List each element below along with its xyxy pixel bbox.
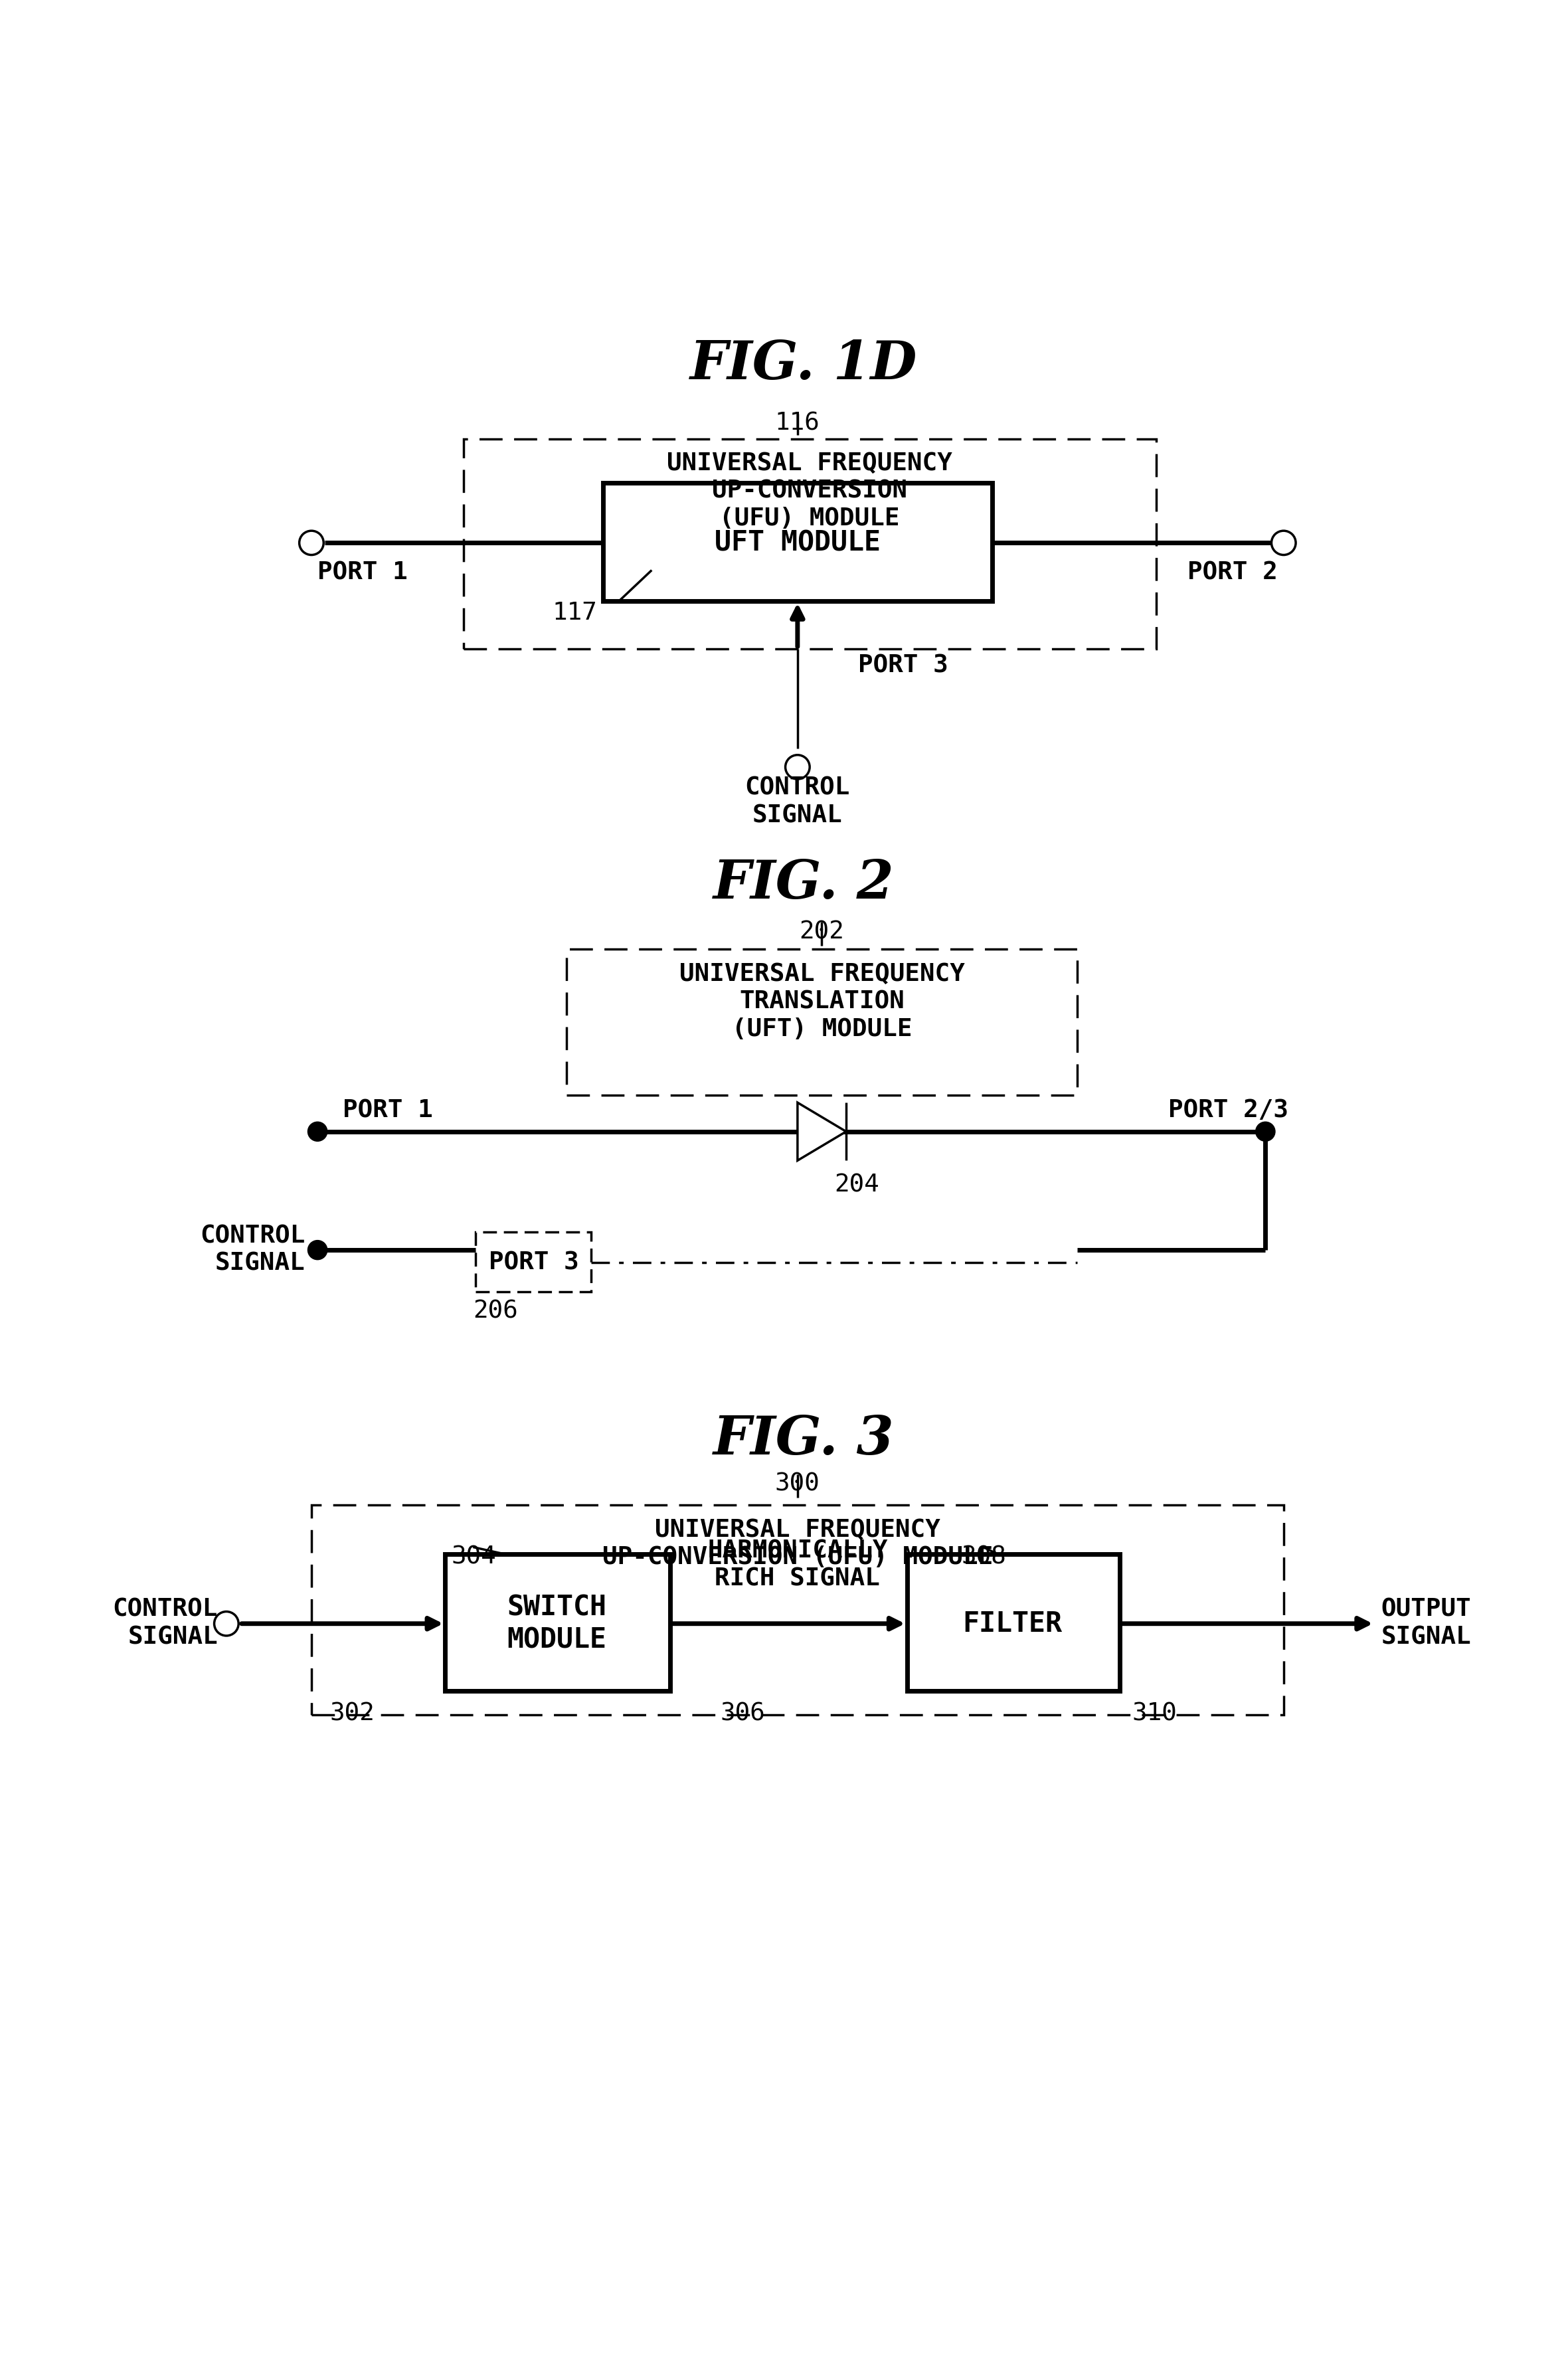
Text: PORT 1: PORT 1 xyxy=(317,561,408,585)
Text: UNIVERSAL FREQUENCY
UP-CONVERSION (UFU) MODULE: UNIVERSAL FREQUENCY UP-CONVERSION (UFU) … xyxy=(602,1517,993,1569)
Bar xyxy=(312,1505,1284,1714)
Text: 204: 204 xyxy=(834,1174,880,1198)
Text: 300: 300 xyxy=(775,1472,820,1496)
Ellipse shape xyxy=(215,1612,238,1636)
Text: HARMONICALLY
RICH SIGNAL: HARMONICALLY RICH SIGNAL xyxy=(707,1539,887,1591)
Text: PORT 2/3: PORT 2/3 xyxy=(1168,1098,1289,1122)
Text: 206: 206 xyxy=(474,1299,517,1323)
Bar xyxy=(464,438,1156,649)
Ellipse shape xyxy=(307,1240,328,1259)
Text: FIG. 2: FIG. 2 xyxy=(713,859,894,909)
Ellipse shape xyxy=(1272,530,1295,554)
Text: 116: 116 xyxy=(775,412,820,436)
Text: CONTROL
SIGNAL: CONTROL SIGNAL xyxy=(745,776,850,828)
Polygon shape xyxy=(798,1103,847,1160)
Text: FIG. 1D: FIG. 1D xyxy=(690,338,917,391)
Text: 308: 308 xyxy=(961,1546,1007,1569)
Bar xyxy=(475,1231,591,1292)
Text: PORT 3: PORT 3 xyxy=(489,1250,579,1276)
Text: UNIVERSAL FREQUENCY
UP-CONVERSION
(UFU) MODULE: UNIVERSAL FREQUENCY UP-CONVERSION (UFU) … xyxy=(666,452,952,530)
Bar xyxy=(604,483,993,601)
Text: SWITCH
MODULE: SWITCH MODULE xyxy=(506,1593,607,1655)
Text: PORT 2: PORT 2 xyxy=(1187,561,1278,585)
Text: 310: 310 xyxy=(1132,1702,1176,1726)
Text: FILTER: FILTER xyxy=(963,1610,1063,1638)
Text: UNIVERSAL FREQUENCY
TRANSLATION
(UFT) MODULE: UNIVERSAL FREQUENCY TRANSLATION (UFT) MO… xyxy=(679,961,964,1041)
Text: UFT MODULE: UFT MODULE xyxy=(715,528,881,556)
Ellipse shape xyxy=(786,755,809,779)
Text: 304: 304 xyxy=(452,1546,495,1569)
Ellipse shape xyxy=(1256,1122,1275,1141)
Text: OUTPUT
SIGNAL: OUTPUT SIGNAL xyxy=(1381,1598,1471,1650)
Text: 202: 202 xyxy=(800,921,844,944)
Text: CONTROL
SIGNAL: CONTROL SIGNAL xyxy=(201,1224,306,1276)
Text: 117: 117 xyxy=(552,601,597,625)
Text: CONTROL
SIGNAL: CONTROL SIGNAL xyxy=(113,1598,218,1650)
Text: 302: 302 xyxy=(329,1702,375,1726)
Text: PORT 1: PORT 1 xyxy=(343,1098,433,1122)
Bar xyxy=(566,949,1077,1096)
Text: 306: 306 xyxy=(720,1702,765,1726)
Text: FIG. 3: FIG. 3 xyxy=(713,1413,894,1465)
Bar xyxy=(906,1555,1120,1690)
Ellipse shape xyxy=(299,530,323,554)
Ellipse shape xyxy=(307,1122,328,1141)
Bar xyxy=(445,1555,670,1690)
Text: PORT 3: PORT 3 xyxy=(858,653,949,677)
